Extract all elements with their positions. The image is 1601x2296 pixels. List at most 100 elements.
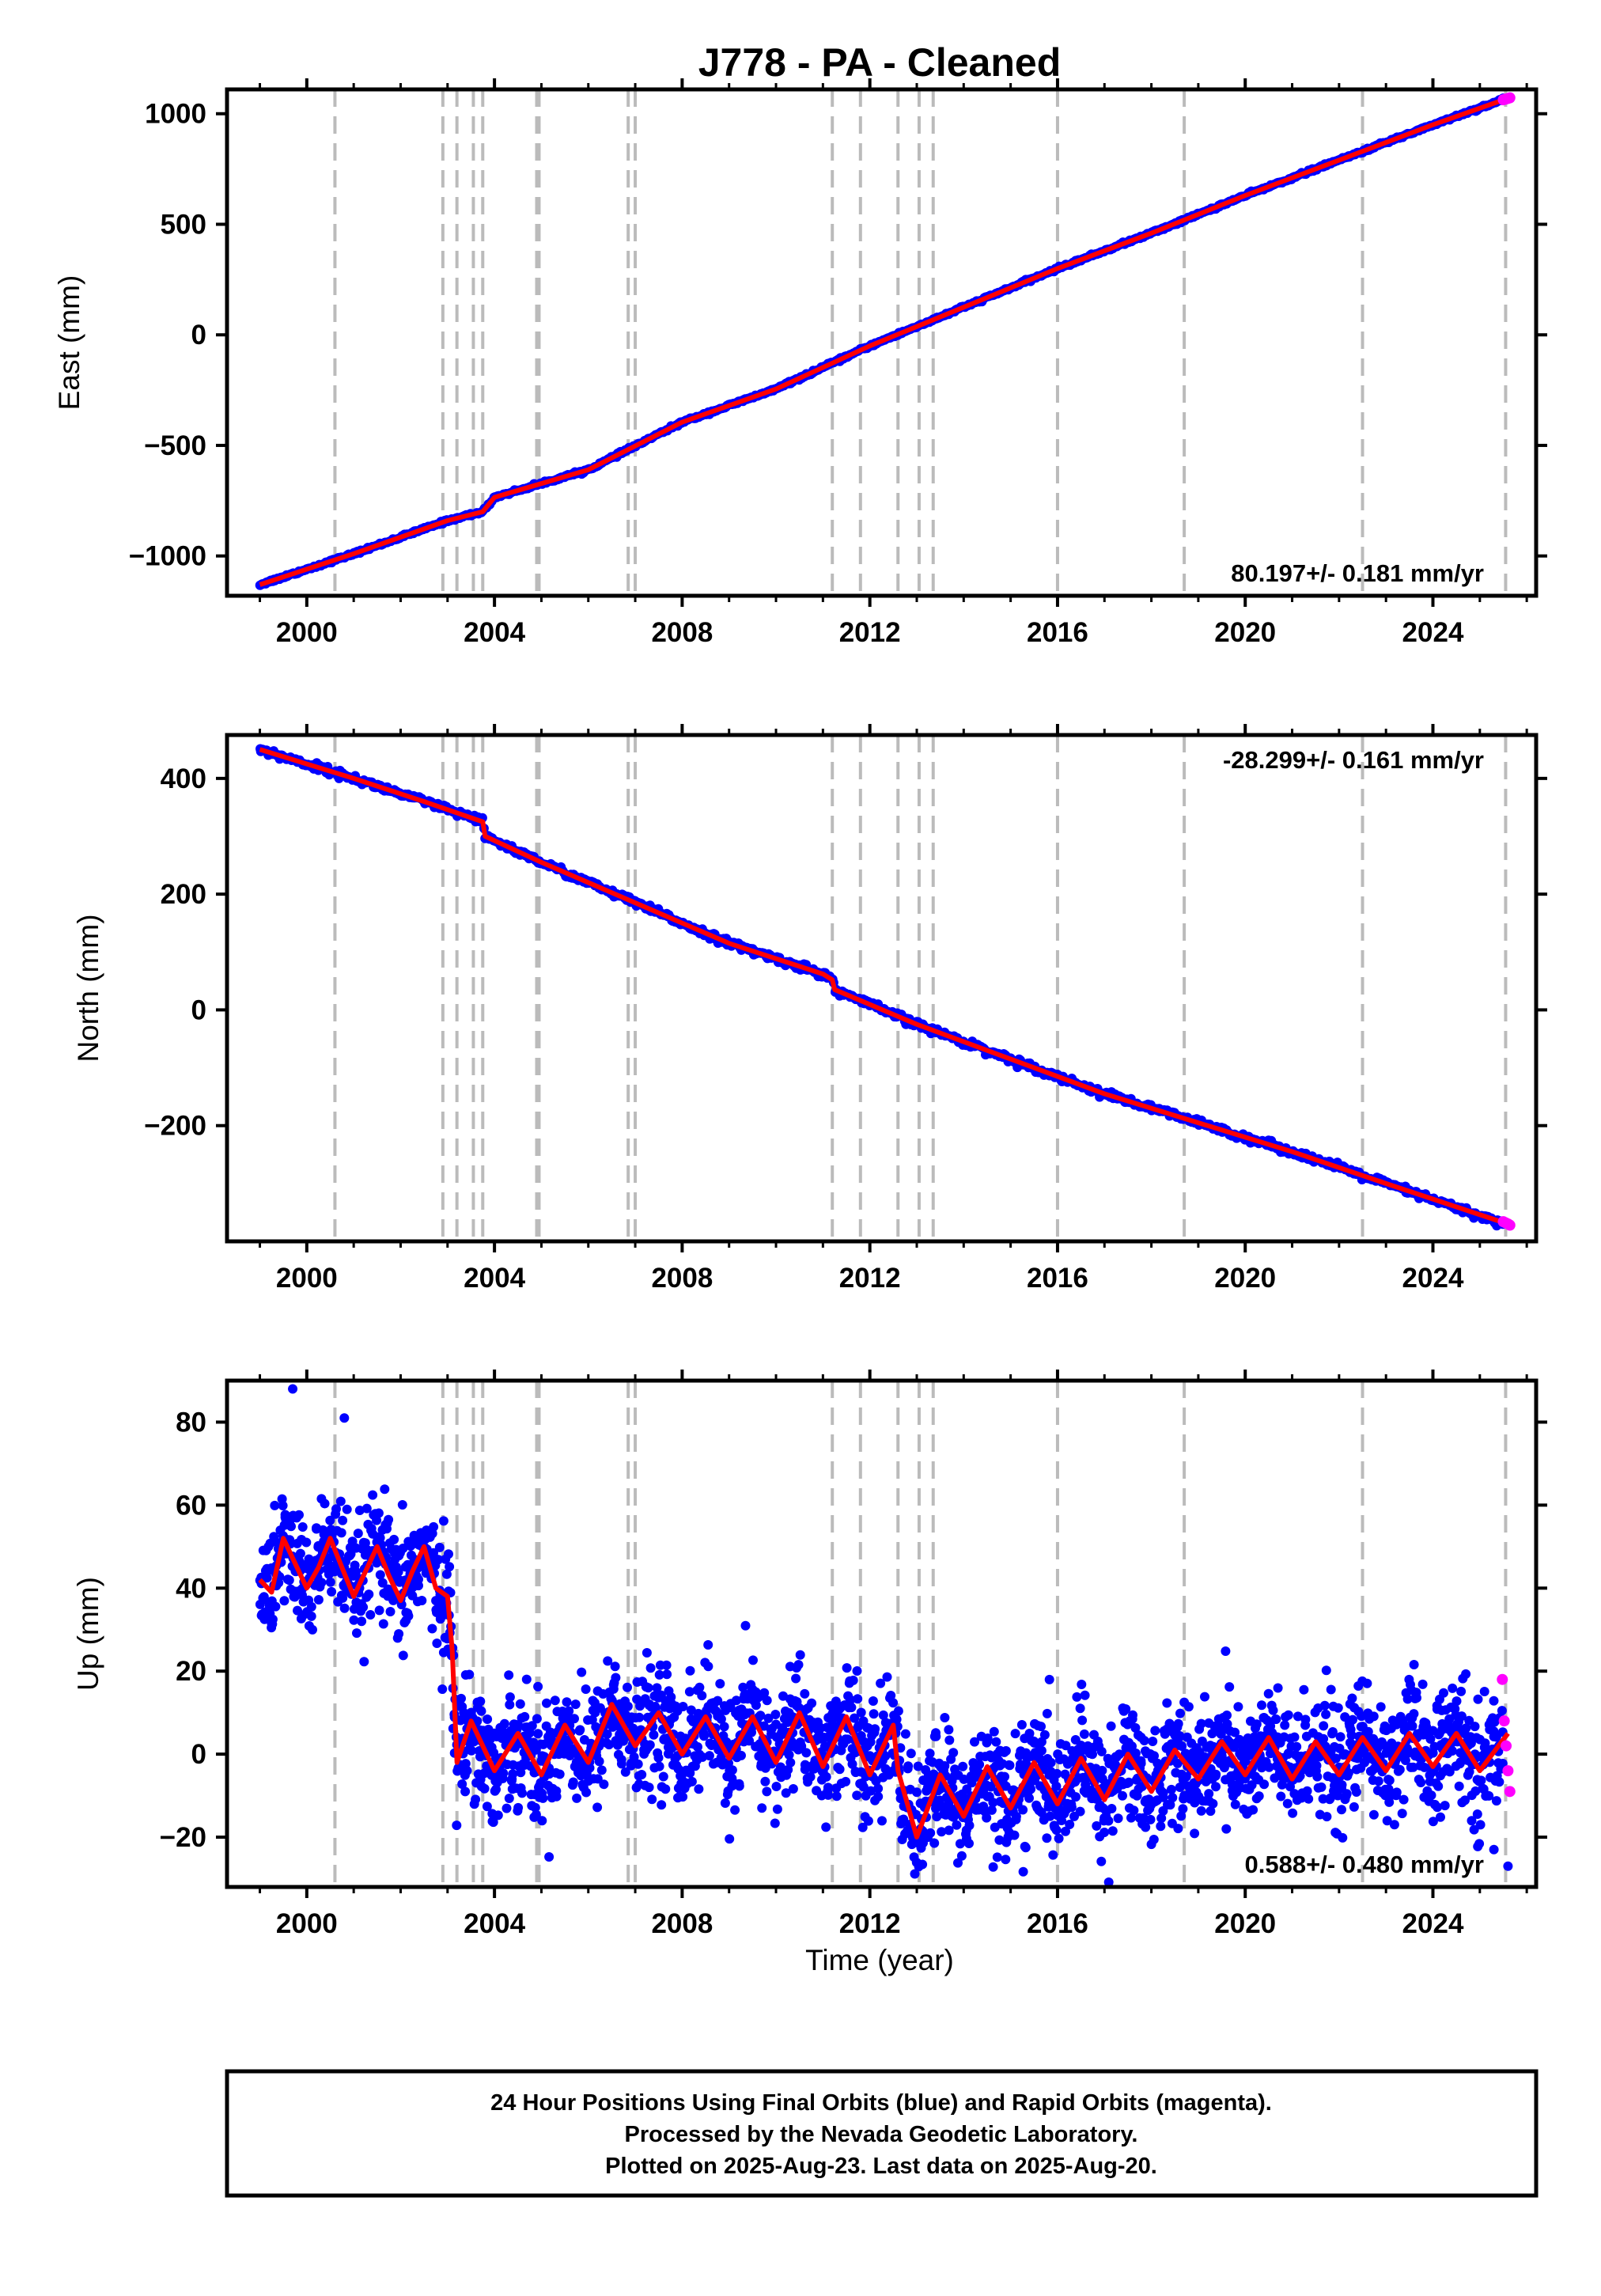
- north-rapid-orbits-points: [1497, 1216, 1516, 1231]
- up-final-orbit-point: [384, 1514, 394, 1525]
- up-final-orbit-point: [267, 1614, 278, 1624]
- up-final-orbit-point: [1397, 1809, 1407, 1819]
- up-final-orbit-point: [499, 1718, 509, 1729]
- up-final-orbit-point: [1412, 1693, 1421, 1703]
- up-final-orbit-point: [1319, 1733, 1329, 1744]
- up-final-orbit-point: [634, 1712, 645, 1722]
- up-rapid-orbit-point: [1502, 1765, 1514, 1777]
- east-x-tick-label: 2012: [839, 617, 901, 648]
- up-final-orbit-point: [1330, 1753, 1341, 1764]
- up-final-orbit-point: [1247, 1780, 1257, 1790]
- up-final-orbit-point: [805, 1771, 816, 1782]
- up-final-orbit-point: [1128, 1710, 1137, 1720]
- east-panel: 2000 2004 2008 2012 2016 2020 2024 −1000 −500 0 50…: [53, 78, 1547, 648]
- up-final-orbit-point: [1333, 1790, 1343, 1801]
- north-y-axis: −200 0 200 400: [144, 763, 1547, 1142]
- up-final-orbit-point: [1036, 1745, 1047, 1756]
- up-final-orbit-point: [1325, 1793, 1335, 1803]
- up-final-orbit-point: [982, 1733, 993, 1743]
- up-final-orbit-point: [1338, 1832, 1348, 1843]
- up-final-orbit-point: [533, 1729, 543, 1739]
- up-final-orbit-point: [1416, 1778, 1426, 1787]
- up-plot-frame: [225, 1378, 1539, 1889]
- up-final-orbit-point: [1448, 1683, 1458, 1693]
- up-final-orbit-point: [1470, 1786, 1481, 1796]
- up-final-orbit-point: [457, 1779, 467, 1789]
- up-final-orbit-point: [1065, 1820, 1075, 1829]
- up-final-orbit-point: [744, 1736, 755, 1746]
- footer-border: [225, 2069, 1539, 2198]
- up-final-orbit-point: [910, 1869, 920, 1879]
- up-final-orbit-point: [368, 1490, 378, 1500]
- up-final-orbit-point: [685, 1665, 695, 1676]
- up-final-orbit-point: [1172, 1758, 1183, 1768]
- up-final-orbit-point: [1280, 1720, 1290, 1730]
- up-final-orbit-point: [550, 1695, 560, 1706]
- up-final-orbit-point: [284, 1575, 294, 1586]
- up-final-orbit-point: [357, 1616, 367, 1627]
- up-final-orbit-point: [270, 1500, 280, 1510]
- up-final-orbit-point: [1454, 1781, 1464, 1791]
- up-final-orbit-point: [398, 1544, 408, 1553]
- up-final-orbit-point: [795, 1650, 805, 1660]
- up-final-orbit-point: [1100, 1828, 1110, 1837]
- up-final-orbit-point: [771, 1782, 782, 1791]
- up-final-orbit-point: [1312, 1771, 1323, 1782]
- up-final-orbit-point: [1001, 1746, 1011, 1756]
- up-final-orbit-point: [479, 1783, 490, 1794]
- up-final-orbit-point: [462, 1766, 472, 1776]
- up-final-orbit-point: [1130, 1722, 1141, 1733]
- up-final-orbit-point: [1259, 1779, 1270, 1790]
- up-final-orbit-point: [1233, 1702, 1243, 1712]
- up-final-orbit-point: [532, 1714, 542, 1724]
- east-x-tick-label: 2000: [276, 617, 338, 648]
- up-final-orbit-point: [1433, 1802, 1443, 1813]
- up-final-orbit-point: [542, 1698, 551, 1708]
- up-final-orbit-point: [1436, 1812, 1445, 1822]
- up-final-orbit-point: [846, 1695, 856, 1705]
- up-final-orbit-point: [660, 1784, 671, 1794]
- up-final-orbit-point: [394, 1629, 404, 1639]
- up-final-orbit-point: [349, 1615, 359, 1625]
- north-rapid-orbit-point: [1504, 1219, 1516, 1231]
- up-final-orbit-point: [986, 1805, 997, 1815]
- up-final-orbit-point: [1251, 1719, 1262, 1730]
- up-final-orbit-point: [880, 1751, 891, 1761]
- up-final-orbit-point: [1139, 1736, 1149, 1745]
- up-final-orbit-point: [603, 1656, 613, 1666]
- up-final-orbit-point: [929, 1838, 940, 1848]
- up-final-orbit-point: [1088, 1749, 1097, 1760]
- up-final-orbit-point: [944, 1725, 954, 1735]
- up-final-orbit-point: [1042, 1708, 1052, 1718]
- up-final-orbit-point: [1205, 1806, 1216, 1817]
- up-final-orbit-point: [338, 1515, 348, 1525]
- up-final-orbit-point: [727, 1765, 737, 1775]
- up-final-orbit-point: [1039, 1730, 1050, 1740]
- up-final-orbit-point: [1464, 1715, 1474, 1726]
- up-final-orbit-point: [1439, 1688, 1448, 1698]
- footer-line-1: 24 Hour Positions Using Final Orbits (bl…: [490, 2090, 1272, 2116]
- up-final-orbit-point: [1183, 1702, 1194, 1712]
- up-final-orbit-point: [1316, 1782, 1327, 1792]
- up-final-orbit-point: [982, 1813, 992, 1823]
- east-y-tick-label: 0: [191, 320, 206, 350]
- up-final-orbit-point: [1016, 1720, 1027, 1730]
- up-final-orbit-point: [339, 1603, 350, 1613]
- up-final-orbit-point: [1072, 1692, 1082, 1702]
- up-rapid-orbit-point: [1498, 1715, 1510, 1727]
- up-final-orbit-point: [460, 1786, 471, 1797]
- east-y-axis: −1000 −500 0 500 1000: [129, 99, 1547, 572]
- up-final-orbit-point: [520, 1711, 530, 1722]
- up-final-orbit-point: [1472, 1809, 1482, 1819]
- up-final-orbit-point: [1096, 1746, 1107, 1756]
- north-x-tick-label: 2024: [1402, 1263, 1464, 1294]
- up-final-orbit-point: [1368, 1711, 1379, 1722]
- up-final-orbit-point: [1011, 1812, 1021, 1821]
- up-final-orbit-point: [587, 1714, 597, 1725]
- up-final-orbit-point: [955, 1839, 965, 1849]
- up-final-orbit-point: [716, 1714, 726, 1724]
- up-final-orbit-point: [365, 1610, 376, 1620]
- up-final-orbit-point: [699, 1731, 709, 1741]
- up-final-orbit-point: [628, 1723, 638, 1733]
- up-final-orbit-point: [385, 1607, 396, 1616]
